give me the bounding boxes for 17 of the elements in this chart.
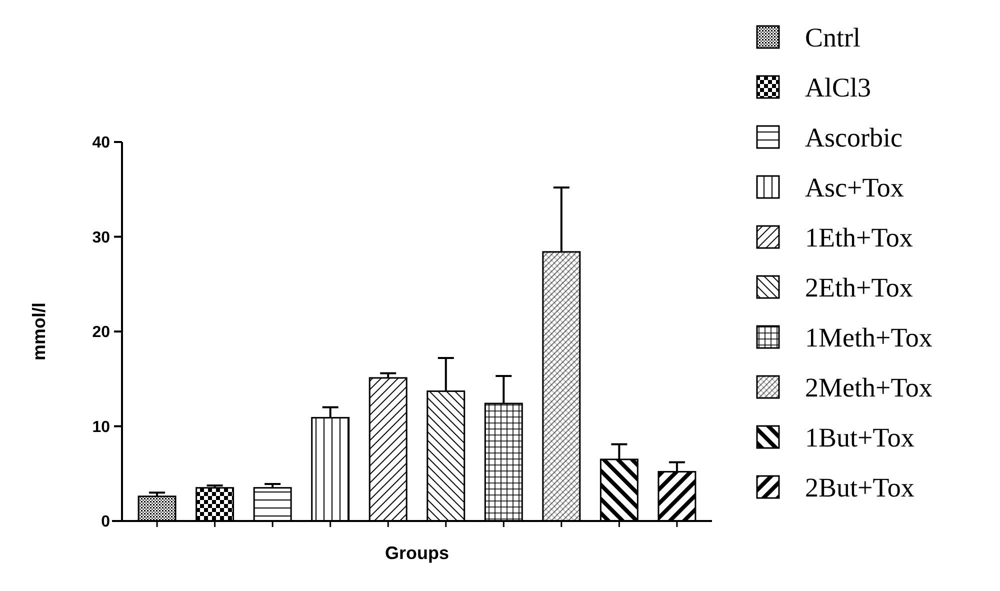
x-axis-title: Groups: [384, 543, 450, 563]
legend-label: Cntrl: [805, 22, 861, 52]
legend-label: 2But+Tox: [805, 472, 915, 502]
y-tick-label: 10: [92, 418, 110, 436]
legend-label: Asc+Tox: [805, 172, 904, 202]
y-tick-label: 0: [101, 514, 110, 531]
legend-label: 1Eth+Tox: [805, 222, 914, 252]
y-axis-title: mmol/l: [29, 302, 49, 361]
legend-label: AlCl3: [805, 72, 872, 102]
legend-label: 1Meth+Tox: [805, 322, 933, 352]
y-tick-label: 30: [92, 229, 110, 246]
legend-label: 2Meth+Tox: [805, 372, 933, 402]
y-tick-label: 40: [92, 134, 110, 152]
legend-label: 2Eth+Tox: [805, 272, 914, 302]
y-tick-label: 20: [92, 324, 110, 342]
legend-label: Ascorbic: [805, 122, 902, 152]
legend-label: 1But+Tox: [805, 422, 915, 452]
